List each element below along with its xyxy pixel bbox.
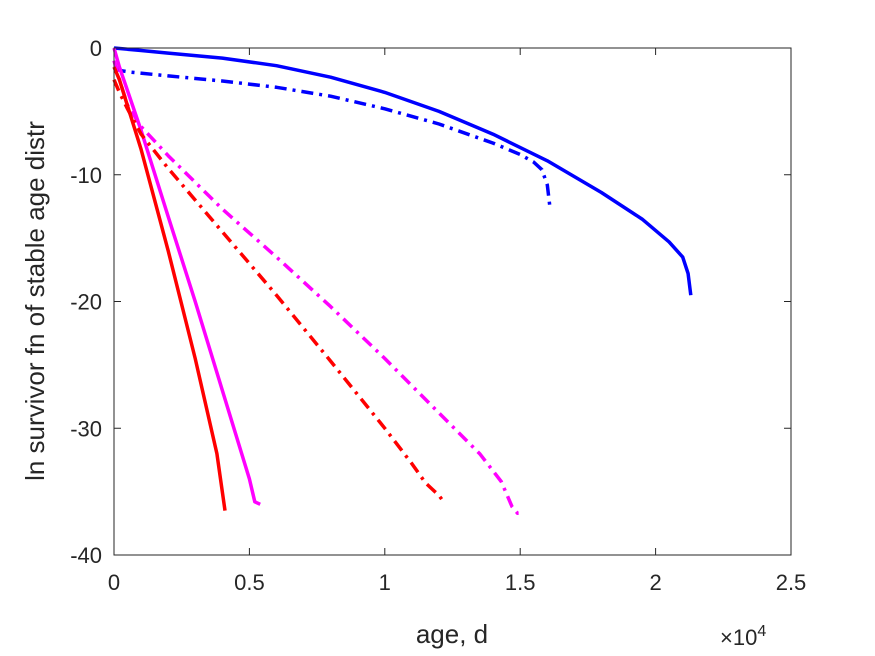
x-tick-label: 0.5 [234, 570, 265, 595]
y-tick-label: -30 [70, 416, 102, 441]
plot-area [114, 48, 791, 555]
x-axis-label: age, d [416, 619, 488, 649]
y-tick-label: -40 [70, 543, 102, 568]
series-line-6 [112, 79, 446, 505]
y-tick-label: 0 [90, 36, 102, 61]
y-axis-label: ln survivor fn of stable age distr [20, 121, 50, 481]
x-axis-multiplier: ×104 [720, 623, 766, 650]
series-line-4 [112, 60, 523, 515]
series-line-5 [112, 66, 227, 511]
x-axis-multiplier-exponent: 4 [757, 623, 766, 640]
x-tick-label: 2.5 [776, 570, 807, 595]
series-line-3 [112, 47, 261, 506]
y-tick-label: -10 [70, 163, 102, 188]
ticks-layer: 0 0.5 1 1.5 2 2.5 0 -10 -20 -30 -40 [70, 36, 806, 595]
x-tick-label: 1 [379, 570, 391, 595]
y-tick-label: -20 [70, 290, 102, 315]
x-tick-label: 1.5 [505, 570, 536, 595]
x-tick-label: 2 [649, 570, 661, 595]
x-axis-multiplier-base: ×10 [720, 625, 757, 650]
x-tick-label: 0 [108, 570, 120, 595]
series-line-2 [113, 66, 552, 208]
series-layer [112, 46, 693, 515]
series-line-1 [113, 46, 693, 296]
